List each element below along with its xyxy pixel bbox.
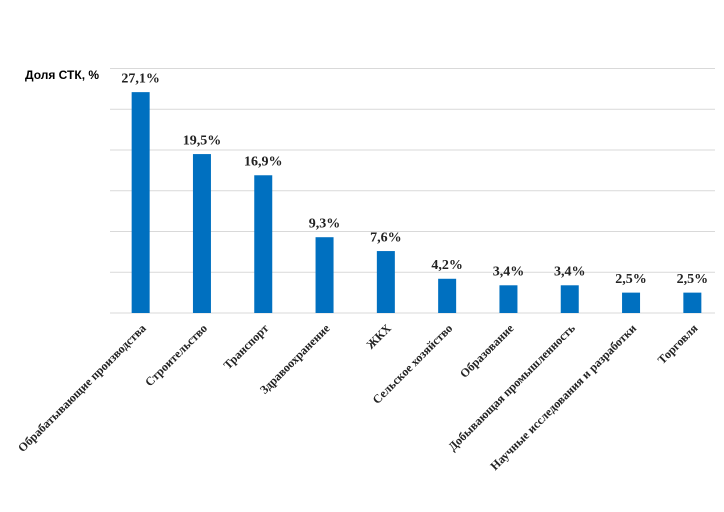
x-tick-label: Строительство bbox=[142, 321, 210, 389]
bar bbox=[622, 292, 641, 313]
x-tick-label: ЖКХ bbox=[363, 321, 394, 352]
value-label: 3,4% bbox=[554, 265, 586, 280]
bar bbox=[131, 92, 150, 313]
x-tick-label: Обрабатывающие производства bbox=[15, 321, 149, 455]
bar bbox=[376, 251, 395, 313]
value-label: 9,3% bbox=[309, 216, 341, 231]
value-label: 4,2% bbox=[431, 258, 463, 273]
value-label: 3,4% bbox=[493, 265, 525, 280]
bar bbox=[192, 154, 211, 313]
bar bbox=[254, 175, 273, 313]
x-tick-label: Образование bbox=[457, 321, 517, 381]
value-label: 2,5% bbox=[615, 272, 647, 287]
bar bbox=[683, 292, 702, 313]
x-tick-label: Добывающая промышленность bbox=[445, 321, 578, 454]
bar bbox=[560, 285, 579, 313]
value-label: 7,6% bbox=[370, 230, 402, 245]
bar bbox=[438, 278, 457, 313]
value-label: 19,5% bbox=[183, 133, 222, 148]
bar bbox=[499, 285, 518, 313]
value-label: 16,9% bbox=[244, 154, 283, 169]
bar bbox=[315, 237, 334, 313]
value-label: 27,1% bbox=[121, 71, 160, 86]
x-tick-label: Транспорт bbox=[221, 321, 272, 372]
value-label: 2,5% bbox=[677, 272, 709, 287]
y-axis-label: Доля СТК, % bbox=[25, 68, 99, 82]
x-tick-label: Торговля bbox=[655, 321, 701, 367]
